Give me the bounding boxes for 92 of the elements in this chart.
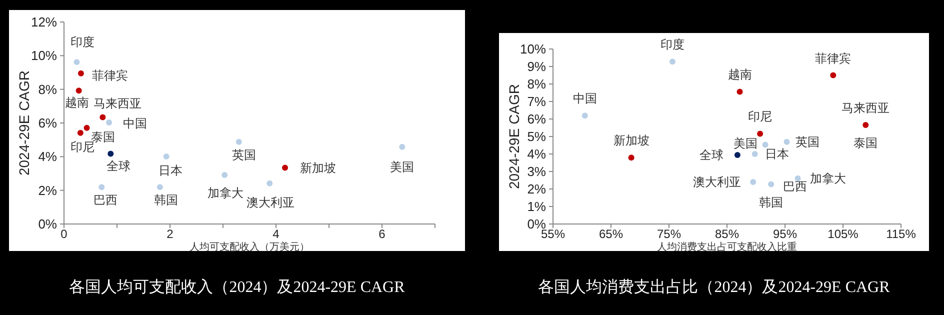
annotation: 泰国 [854,136,878,150]
point [784,138,790,145]
annotation: 美国 [390,160,414,174]
y-tick-label: 6% [527,112,546,126]
y-tick-label: 4% [38,149,58,164]
annotation: 英国 [796,134,820,149]
y-tick-label: 2% [527,182,546,196]
annotation: 巴西 [94,193,118,208]
point [78,70,84,76]
x-tick-label: 6 [378,227,386,241]
x-tick-label: 85% [714,227,740,241]
annotation: 澳大利亚 [693,175,742,189]
point [628,154,634,161]
annotation: 印尼 [748,110,772,124]
y-tick-label: 8% [38,82,58,97]
point [156,184,163,190]
point [582,112,588,119]
y-tick-label: 1% [527,199,546,214]
point [862,122,869,128]
y-axis-title: 2024-29E CAGR [16,70,32,176]
text: 各国人均消费支出占比（2024）及2024-29E CAGR [538,278,890,296]
annotation: 英国 [232,148,256,162]
point [757,130,764,137]
annotation: 巴西 [783,179,808,194]
point [100,114,106,120]
point [750,179,756,185]
annotation: 美国 [733,136,758,151]
annotation: 韩国 [759,195,784,210]
point [163,154,170,160]
x-tick-label: 105% [828,227,859,241]
x-tick-label: 0 [60,227,68,241]
y-tick-label: 10% [520,42,546,56]
annotation: 越南 [728,68,752,82]
annotation: 越南 [64,96,89,110]
annotation: 加拿大 [810,171,846,186]
point [736,88,743,95]
point [98,184,105,190]
annotation: 印度 [660,38,684,52]
point [77,130,84,136]
point [282,164,288,171]
annotation: 全球 [106,158,131,173]
point [84,124,90,131]
annotation: 中国 [123,116,148,130]
y-tick-label: 7% [527,94,546,109]
y-tick-label: 9% [527,59,546,74]
y-tick-label: 3% [527,164,546,179]
y-tick-label: 10% [30,48,58,64]
annotation: 日本 [764,147,789,161]
annotation: 韩国 [154,193,178,208]
point [669,58,676,65]
y-tick-label: 2% [38,182,58,198]
annotation: 中国 [572,92,597,106]
x-tick-label: 55% [540,227,566,241]
x-tick-label: 75% [656,227,682,241]
point [74,59,80,66]
annotation: 全球 [699,148,724,162]
point [794,175,801,182]
annotation: 印度 [70,35,95,50]
annotation: 日本 [158,164,182,178]
annotation: 新加坡 [613,134,650,148]
y-tick-label: 4% [527,146,546,162]
point [76,88,82,94]
annotation: 马来西亚 [842,100,890,115]
annotation: 澳大利亚 [246,195,295,210]
x-axis-title: 人均消费支出占可支配收入比重 [657,241,797,253]
annotation: 马来西亚 [94,96,142,110]
annotation: 菲律宾 [815,51,852,66]
x-tick-label: 115% [886,227,916,241]
point [830,72,836,78]
x-tick-label: 2 [166,227,174,241]
y-tick-label: 0% [38,216,58,232]
x-tick-label: 4 [272,227,280,241]
point [222,172,228,178]
point [236,138,242,145]
text: 各国人均可支配收入（2024）及2024-29E CAGR [69,278,406,296]
y-tick-label: 5% [527,129,546,144]
x-tick-label: 65% [598,227,624,241]
y-tick-label: 8% [527,76,546,92]
y-tick-label: 12% [30,14,58,30]
point [106,119,112,126]
point [266,180,273,186]
annotation: 新加坡 [300,160,336,175]
point [768,181,774,188]
point [399,144,406,150]
point [752,151,758,157]
x-tick-label: 95% [772,227,798,241]
x-axis-title: 人均可支配收入（万美元） [190,241,310,253]
annotation: 菲律宾 [92,68,128,82]
y-axis-title: 2024-29E CAGR [506,84,522,190]
y-tick-label: 6% [38,116,58,130]
point [762,142,768,148]
annotation: 加拿大 [208,186,244,200]
